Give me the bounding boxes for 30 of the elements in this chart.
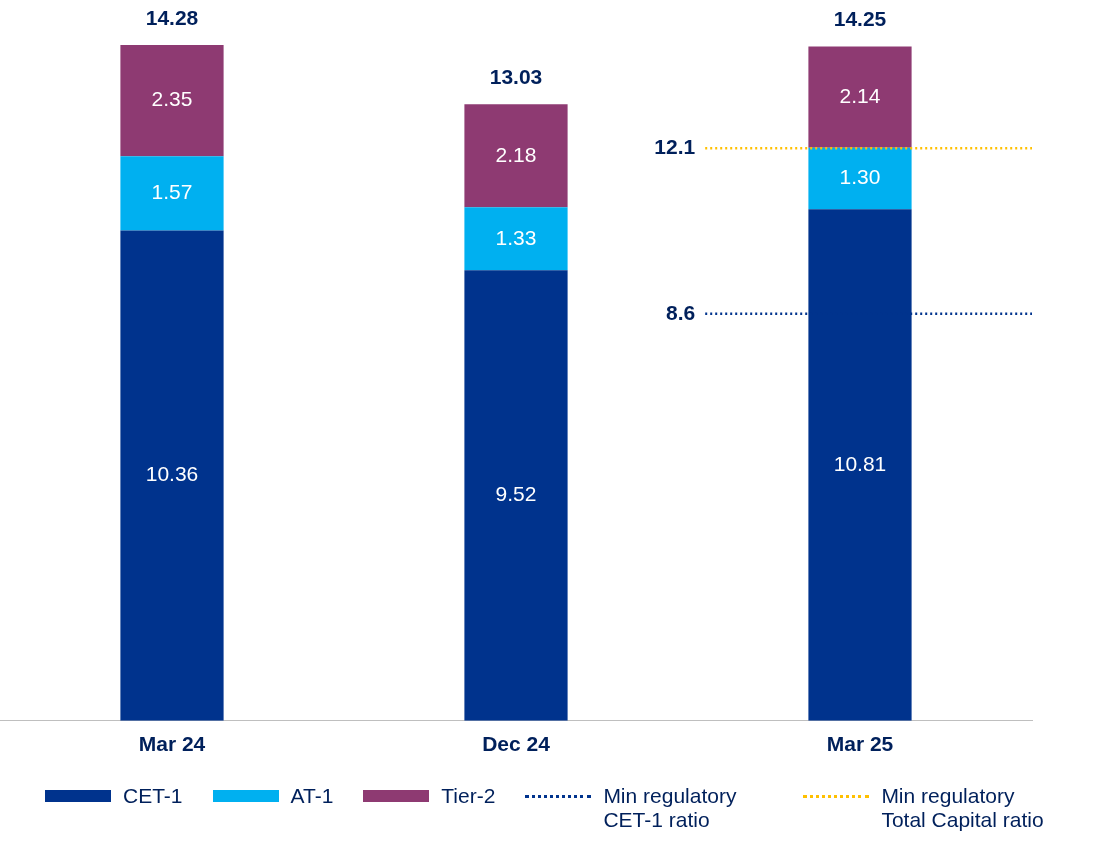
data-label: 9.52 [495, 482, 537, 506]
x-tick-label: Mar 24 [138, 732, 206, 756]
bar [808, 46, 912, 148]
legend-label: CET-1 [123, 784, 183, 808]
data-label: 1.30 [839, 165, 881, 189]
bar [120, 230, 224, 721]
bar [464, 270, 568, 721]
legend-label: Tier-2 [441, 784, 496, 808]
bar [808, 147, 912, 210]
ref-line-label: 8.6 [666, 300, 696, 324]
legend-label: AT-1 [290, 784, 334, 808]
data-label: 1.57 [151, 180, 193, 204]
bar [120, 156, 224, 231]
data-label: 2.14 [839, 83, 881, 107]
total-label: 13.03 [489, 64, 543, 88]
text: Min regulatory Total Capital ratio [881, 784, 1045, 832]
x-tick-label: Dec 24 [482, 732, 551, 756]
data-label: 10.36 [145, 462, 199, 486]
ref-line-label: 12.1 [654, 134, 696, 158]
bar [464, 207, 568, 271]
x-tick-label: Mar 25 [826, 732, 894, 756]
bar [464, 104, 568, 208]
data-label: 2.18 [495, 142, 537, 166]
text: Min regulatory CET-1 ratio [603, 784, 738, 832]
bar [120, 45, 224, 157]
total-label: 14.28 [145, 5, 199, 29]
data-label: 1.33 [495, 225, 537, 249]
total-label: 14.25 [833, 7, 887, 31]
data-label: 10.81 [833, 451, 887, 475]
data-label: 2.35 [151, 87, 193, 111]
